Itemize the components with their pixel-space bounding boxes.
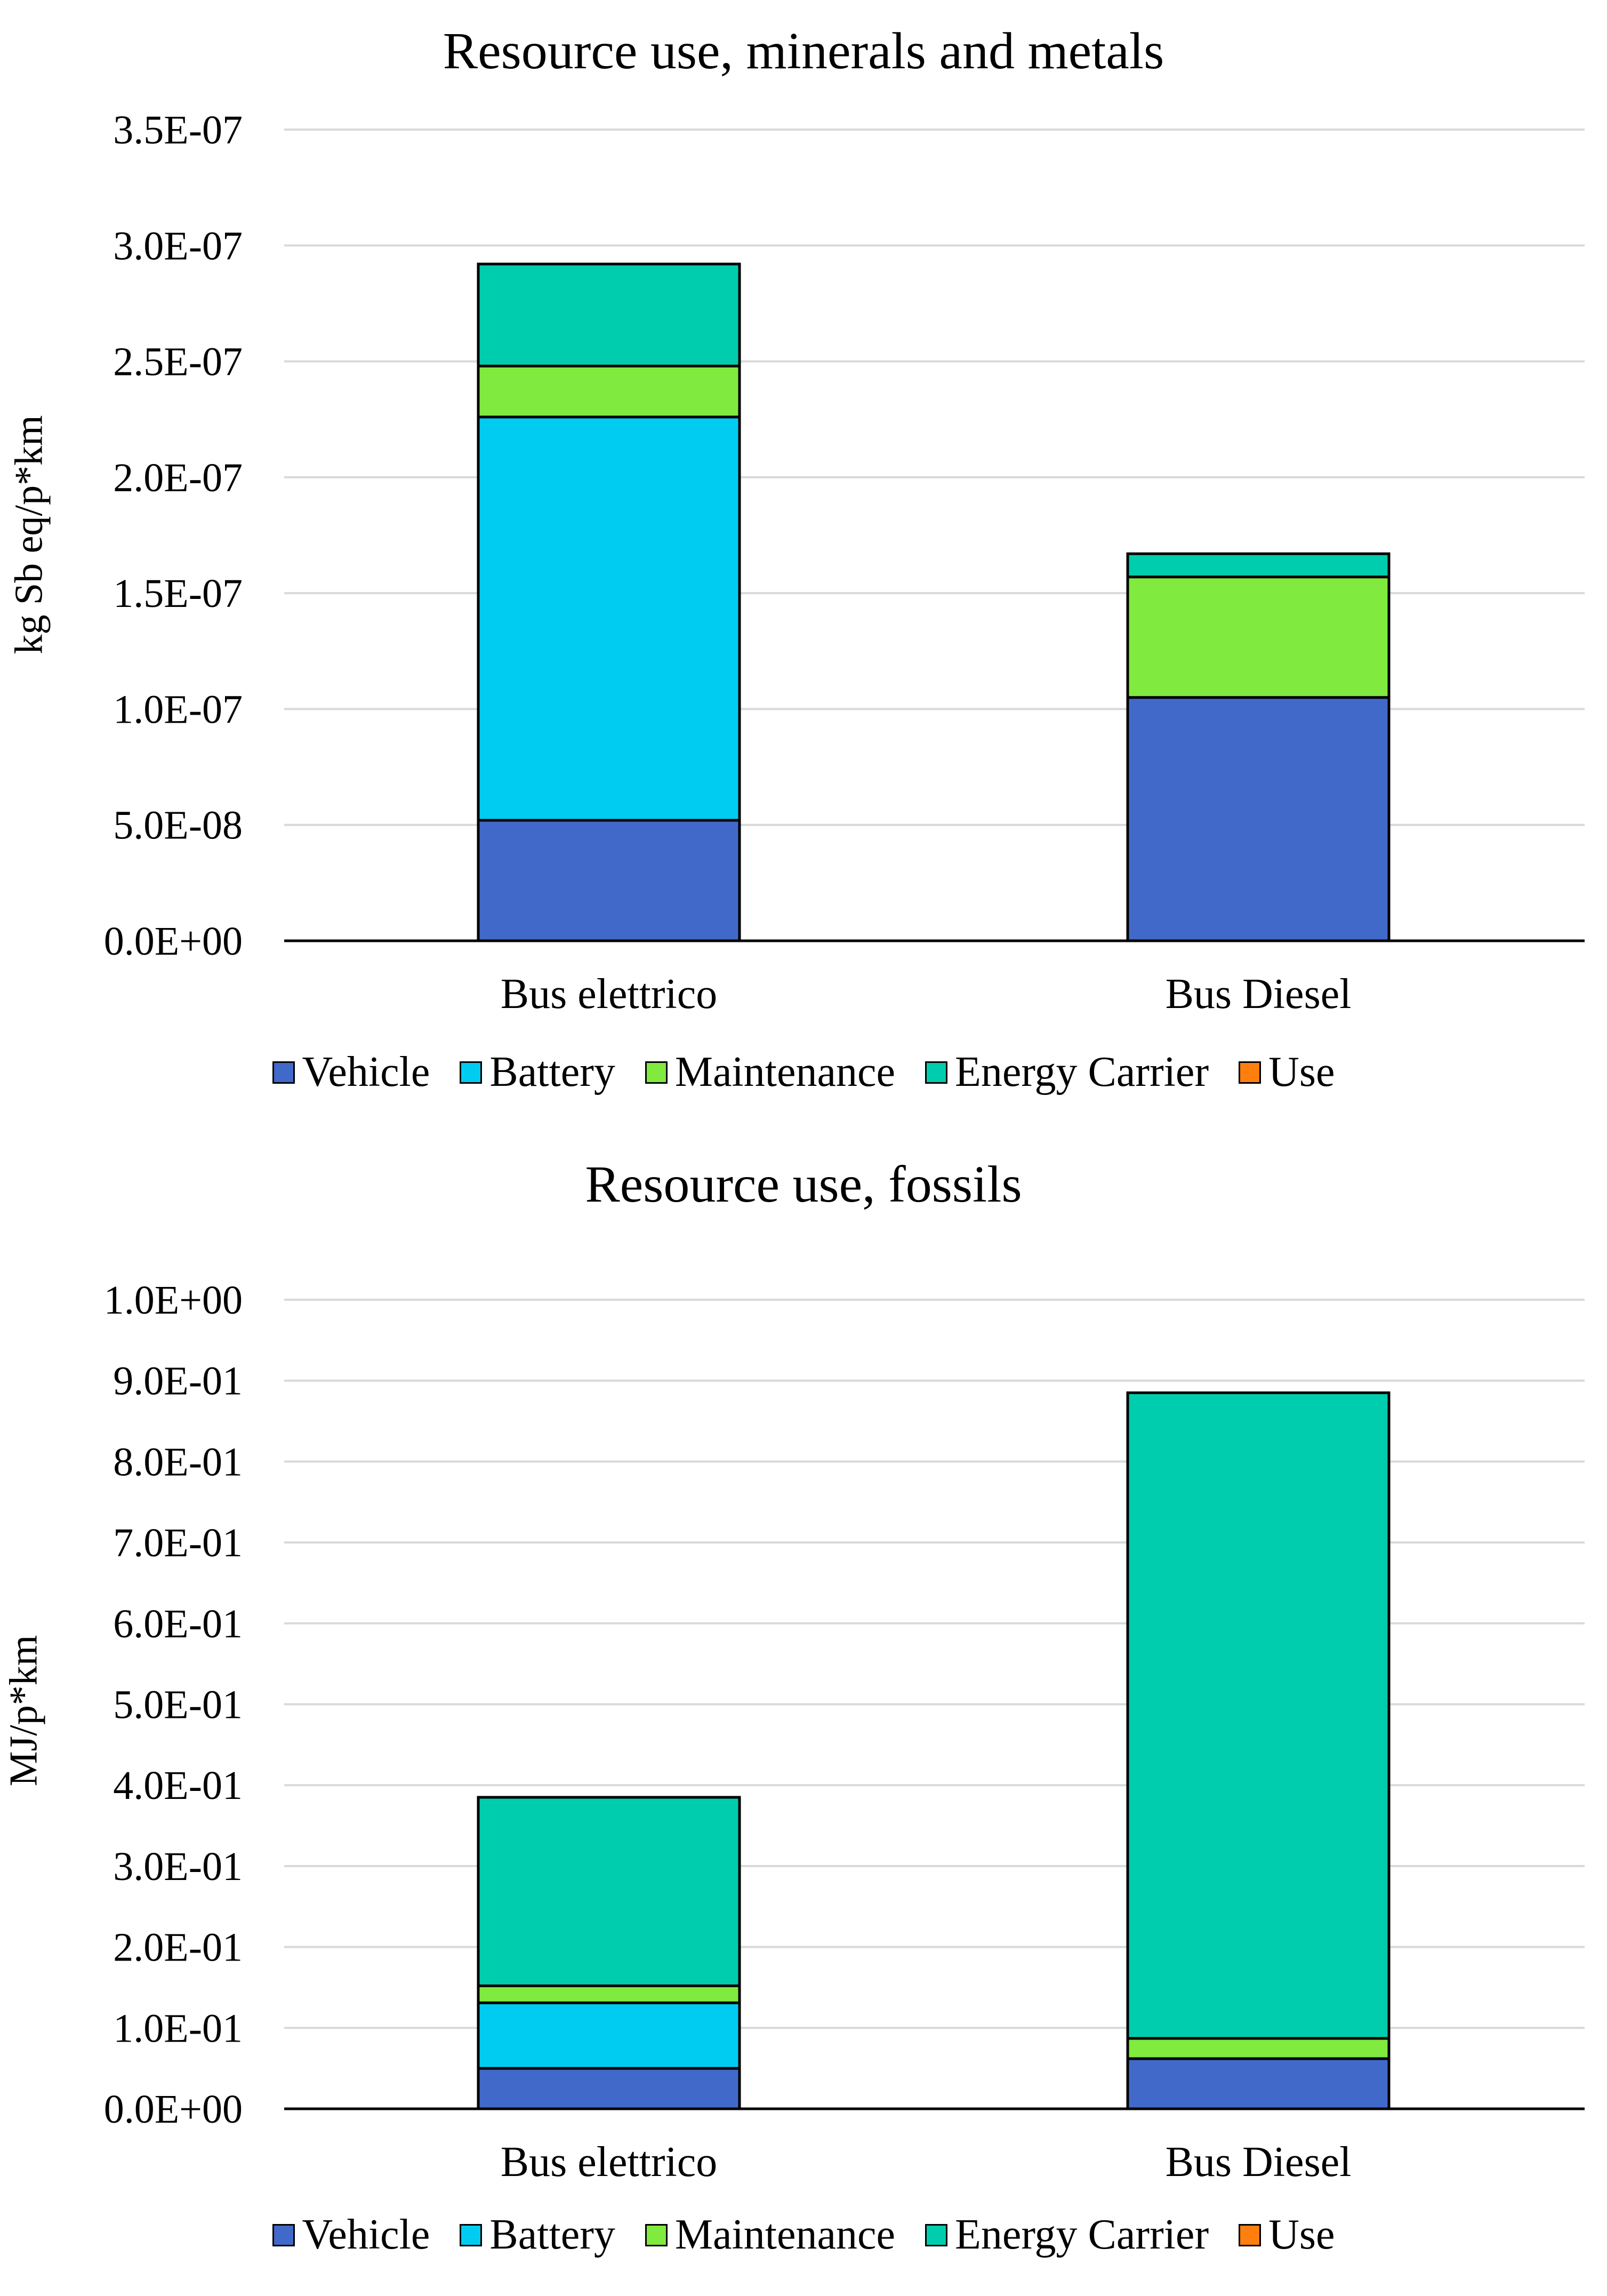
legend-item-maintenance: Maintenance — [645, 2211, 895, 2259]
legend-label: Energy Carrier — [954, 1049, 1209, 1095]
legend-label: Maintenance — [674, 2211, 895, 2258]
legend-item-use: Use — [1239, 1048, 1335, 1097]
legend-label: Vehicle — [302, 2211, 430, 2258]
legend-label: Battery — [489, 1049, 615, 1095]
bar-segment-battery — [477, 2001, 741, 2070]
y-tick-label: 3.0E-07 — [113, 223, 243, 268]
legend-label: Energy Carrier — [954, 2211, 1209, 2258]
legend-item-battery: Battery — [460, 1048, 615, 1097]
legend-label: Maintenance — [674, 1049, 895, 1095]
legend-label: Battery — [489, 2211, 615, 2258]
bar-segment-maintenance — [1126, 575, 1391, 699]
legend-item-maintenance: Maintenance — [645, 1048, 895, 1097]
bar-segment-vehicle — [477, 819, 741, 942]
legend-item-energy-carrier: Energy Carrier — [925, 2211, 1209, 2259]
y-tick-label: 7.0E-01 — [113, 1521, 243, 1565]
bar-segment-energy-carrier — [477, 1796, 741, 1987]
legend-label: Vehicle — [302, 1049, 430, 1095]
legend-swatch — [1239, 1061, 1262, 1084]
y-tick-label: 9.0E-01 — [113, 1359, 243, 1404]
bar-segment-maintenance — [477, 364, 741, 419]
y-tick-label: 3.5E-07 — [113, 108, 243, 153]
legend-swatch — [460, 2223, 483, 2246]
chart-legend: Vehicle Battery Maintenance Energy Carrier U… — [0, 2211, 1607, 2259]
bar-segment-maintenance — [1126, 2037, 1391, 2060]
legend-item-vehicle: Vehicle — [272, 1048, 430, 1097]
y-tick-label: 3.0E-01 — [113, 1844, 243, 1889]
bar-segment-battery — [477, 415, 741, 822]
legend-label: Use — [1268, 2211, 1335, 2258]
chart-legend: Vehicle Battery Maintenance Energy Carrier U… — [0, 1048, 1607, 1097]
x-category-label: Bus elettrico — [501, 2139, 718, 2186]
x-category-label: Bus elettrico — [501, 971, 718, 1018]
y-tick-label: 5.0E-01 — [113, 1683, 243, 1727]
y-tick-label: 0.0E+00 — [104, 2087, 243, 2132]
y-tick-label: 0.0E+00 — [104, 919, 243, 964]
bar-segment-energy-carrier — [477, 262, 741, 367]
legend-swatch — [925, 2223, 947, 2246]
legend-swatch — [1239, 2223, 1262, 2246]
y-tick-label: 8.0E-01 — [113, 1439, 243, 1484]
bar-segment-maintenance — [477, 1984, 741, 2004]
y-tick-label: 1.0E+00 — [104, 1278, 243, 1323]
legend-item-use: Use — [1239, 2211, 1335, 2259]
y-tick-label: 2.5E-07 — [113, 340, 243, 385]
chart-plot-area: 0.0E+00 5.0E-08 1.0E-07 1.5E-07 2.0E-07 2.5E-… — [104, 108, 1585, 1018]
legend-item-battery: Battery — [460, 2211, 615, 2259]
y-tick-label: 1.0E-01 — [113, 2006, 243, 2051]
bar-segment-vehicle — [477, 2067, 741, 2110]
y-tick-label: 4.0E-01 — [113, 1763, 243, 1808]
chart-plot-area: 0.0E+00 1.0E-01 2.0E-01 3.0E-01 4.0E-01 5.0E-… — [104, 1278, 1585, 2186]
bar-segment-energy-carrier — [1126, 552, 1391, 579]
y-tick-label: 1.0E-07 — [113, 687, 243, 732]
chart-fossils: Resource use, fossils MJ/p*km 0.0E+00 1.0… — [0, 1155, 1607, 2296]
legend-swatch — [645, 1061, 668, 1084]
chart-minerals-metals: Resource use, minerals and metals kg Sb … — [0, 0, 1607, 1141]
legend-swatch — [645, 2223, 668, 2246]
legend-swatch — [272, 2223, 295, 2246]
legend-label: Use — [1268, 1049, 1335, 1095]
bar-segment-energy-carrier — [1126, 1391, 1391, 2040]
y-tick-label: 1.5E-07 — [113, 571, 243, 616]
legend-swatch — [272, 1061, 295, 1084]
y-tick-label: 5.0E-08 — [113, 803, 243, 848]
legend-item-energy-carrier: Energy Carrier — [925, 1048, 1209, 1097]
chart-title: Resource use, minerals and metals — [443, 22, 1164, 80]
y-tick-label: 2.0E-01 — [113, 1925, 243, 1970]
legend-swatch — [460, 1061, 483, 1084]
chart-title: Resource use, fossils — [585, 1156, 1022, 1213]
y-tick-label: 6.0E-01 — [113, 1602, 243, 1646]
bar-segment-vehicle — [1126, 2057, 1391, 2110]
legend-item-vehicle: Vehicle — [272, 2211, 430, 2259]
x-category-label: Bus Diesel — [1166, 2139, 1352, 2186]
legend-swatch — [925, 1061, 947, 1084]
y-tick-label: 2.0E-07 — [113, 455, 243, 500]
bar-segment-vehicle — [1126, 696, 1391, 942]
x-category-label: Bus Diesel — [1166, 971, 1352, 1018]
